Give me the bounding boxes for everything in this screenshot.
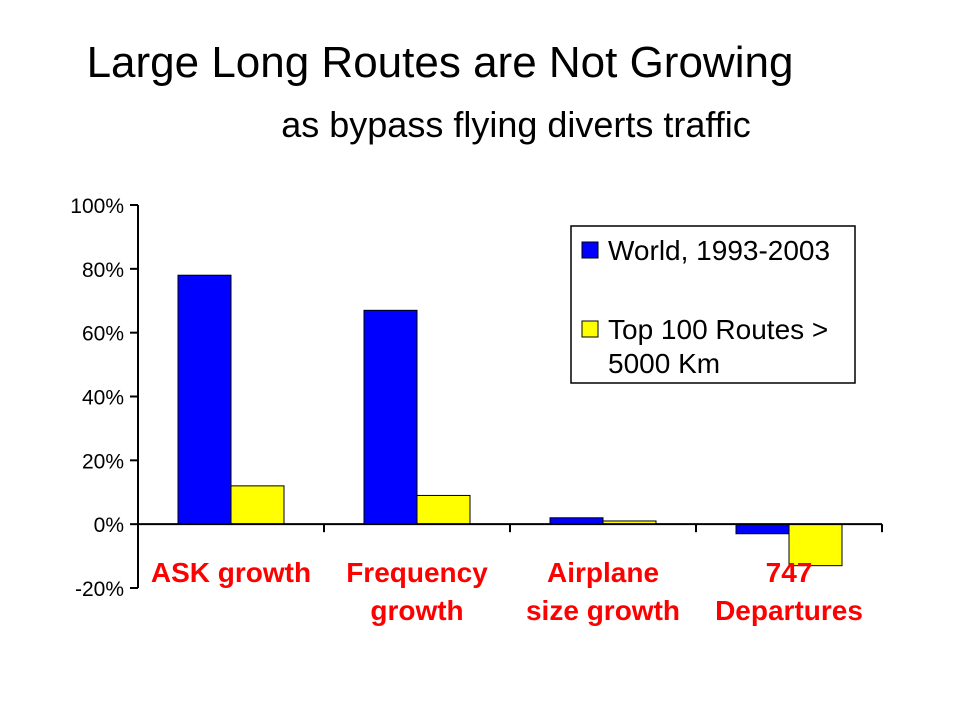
category-label: Departures xyxy=(715,595,863,626)
y-tick-label: 80% xyxy=(82,259,124,282)
y-tick-label: 20% xyxy=(82,450,124,473)
bar-world xyxy=(177,274,232,525)
category-label: ASK growth xyxy=(151,557,311,588)
bar-world xyxy=(735,523,790,535)
category-label: Airplane xyxy=(547,557,659,588)
category-label: 747 xyxy=(766,557,813,588)
bar-top100 xyxy=(230,485,285,525)
y-tick-label: 100% xyxy=(70,195,124,218)
legend-label: 5000 Km xyxy=(608,348,720,379)
y-tick-label: 40% xyxy=(82,387,124,410)
bar-world xyxy=(363,309,418,525)
y-tick-label: -20% xyxy=(75,578,124,601)
category-label: Frequency xyxy=(346,557,488,588)
legend-label: World, 1993-2003 xyxy=(608,235,830,266)
legend-box xyxy=(570,225,856,384)
legend-swatch-top100 xyxy=(581,320,599,338)
chart-title: Large Long Routes are Not Growing xyxy=(86,38,794,87)
legend-label: Top 100 Routes > xyxy=(608,314,828,345)
y-tick-label: 0% xyxy=(94,514,124,537)
category-label: growth xyxy=(370,595,463,626)
chart-subtitle: as bypass flying diverts traffic xyxy=(281,104,751,145)
legend-swatch-world xyxy=(581,241,599,259)
bar-top100 xyxy=(788,523,843,567)
bar-top100 xyxy=(416,494,471,525)
category-label: size growth xyxy=(526,595,680,626)
y-tick-label: 60% xyxy=(82,323,124,346)
